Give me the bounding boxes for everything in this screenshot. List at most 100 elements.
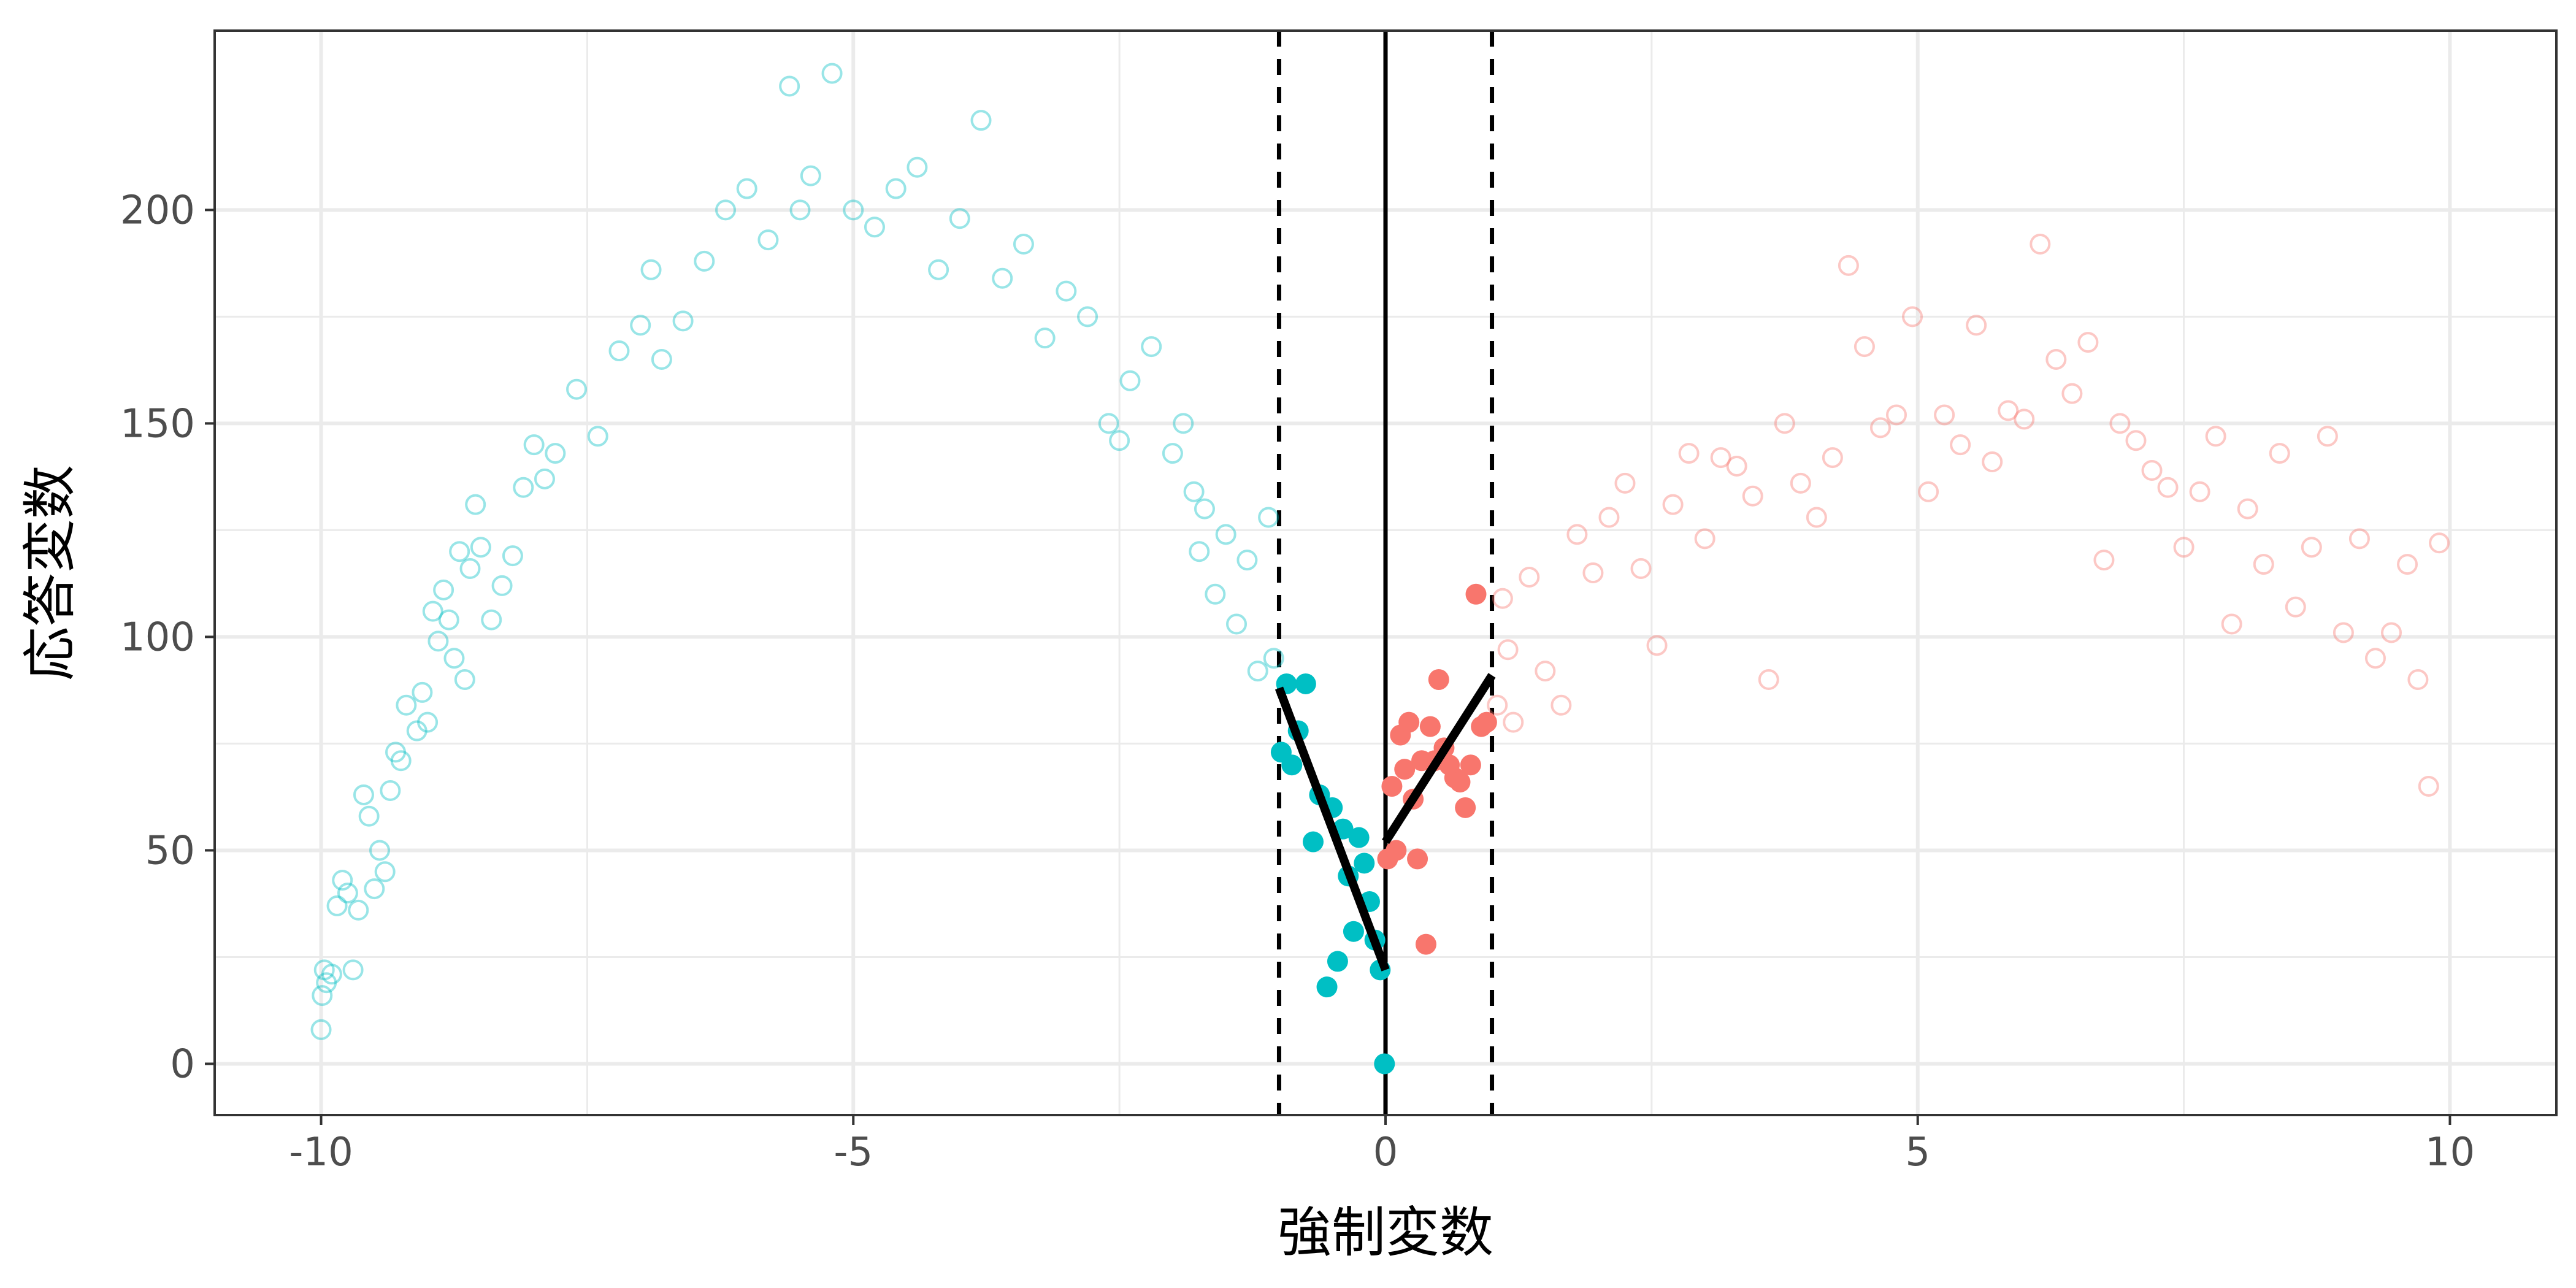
data-point — [1141, 336, 1162, 358]
data-point — [1162, 443, 1183, 464]
data-point — [2030, 234, 2051, 255]
data-point — [1247, 661, 1268, 682]
data-point — [2173, 537, 2195, 558]
data-point — [1189, 541, 1210, 562]
data-point — [454, 669, 475, 691]
data-point — [2045, 348, 2067, 370]
data-point — [949, 208, 970, 229]
data-point — [821, 63, 843, 84]
data-point — [1302, 831, 1324, 853]
data-point — [2077, 332, 2099, 353]
data-point — [1853, 336, 1875, 358]
data-point — [353, 784, 374, 805]
data-point — [470, 537, 491, 558]
data-point — [1630, 558, 1652, 580]
data-point — [427, 631, 449, 652]
data-point — [2407, 669, 2429, 691]
data-point — [1236, 550, 1258, 571]
data-point — [2189, 481, 2210, 502]
data-point — [1950, 434, 1971, 456]
data-point — [970, 110, 992, 131]
data-point — [2014, 408, 2035, 430]
data-point — [2093, 550, 2115, 571]
data-point — [332, 870, 353, 891]
data-point — [715, 199, 737, 221]
data-point — [640, 259, 662, 280]
data-point — [1449, 772, 1471, 793]
data-point — [449, 541, 470, 562]
data-point — [1582, 562, 1604, 583]
data-point — [1263, 648, 1284, 669]
data-point — [992, 267, 1013, 289]
data-point — [2364, 648, 2386, 669]
data-point — [2221, 613, 2242, 635]
data-point — [1869, 417, 1891, 439]
data-point — [2125, 430, 2147, 451]
data-point — [1758, 669, 1779, 691]
y-tick-label: 150 — [120, 401, 195, 447]
data-point — [2141, 459, 2163, 481]
data-point — [534, 468, 555, 489]
data-point — [1226, 613, 1248, 635]
fit-line — [1275, 686, 1390, 972]
data-point — [369, 840, 390, 861]
data-point — [2061, 383, 2083, 404]
data-point — [630, 315, 651, 336]
data-point — [1476, 711, 1497, 733]
data-point — [1034, 328, 1056, 349]
data-point — [2285, 596, 2306, 618]
data-point — [523, 434, 545, 456]
data-point — [2157, 477, 2179, 498]
data-point — [1886, 404, 1907, 426]
data-point — [1098, 413, 1119, 434]
data-point — [312, 985, 333, 1006]
data-point — [1566, 524, 1588, 545]
data-point — [1194, 498, 1215, 519]
data-point — [396, 694, 417, 716]
data-point — [2237, 498, 2258, 519]
data-point — [2253, 554, 2274, 575]
y-tick-label: 200 — [120, 188, 195, 233]
data-point — [885, 178, 907, 199]
data-point — [1205, 583, 1226, 605]
data-point — [1386, 840, 1407, 861]
data-point — [1077, 306, 1098, 328]
data-point — [1646, 635, 1668, 656]
data-point — [406, 720, 427, 742]
data-point — [1678, 443, 1700, 464]
data-point — [1465, 583, 1487, 605]
data-point — [1492, 588, 1513, 609]
data-point — [1726, 455, 1747, 477]
data-point — [1460, 754, 1481, 776]
y-axis: 0 50 100 150 200 — [120, 188, 215, 1087]
data-point — [545, 443, 566, 464]
data-point — [2429, 532, 2450, 554]
x-tick-label: 0 — [1373, 1130, 1398, 1175]
data-point — [316, 972, 337, 994]
data-point — [779, 75, 800, 97]
data-point — [1598, 507, 1620, 528]
data-point — [1327, 951, 1348, 972]
data-point — [1374, 1053, 1395, 1075]
data-point — [1497, 639, 1519, 661]
data-point — [321, 964, 342, 985]
data-point — [1614, 472, 1636, 494]
data-point — [1487, 694, 1508, 716]
data-point — [348, 899, 369, 921]
y-tick-label: 100 — [120, 615, 195, 660]
data-point — [502, 545, 523, 567]
data-point — [513, 477, 534, 498]
data-point — [313, 959, 335, 981]
data-point — [481, 609, 502, 631]
data-point — [1281, 754, 1303, 776]
data-point — [1354, 853, 1375, 874]
data-point — [2333, 622, 2354, 643]
data-point — [2317, 426, 2338, 447]
data-point — [651, 348, 672, 370]
data-point — [1838, 255, 1859, 276]
data-point — [789, 199, 811, 221]
data-point — [1398, 711, 1420, 733]
data-point — [1415, 933, 1436, 955]
data-point — [608, 340, 630, 362]
